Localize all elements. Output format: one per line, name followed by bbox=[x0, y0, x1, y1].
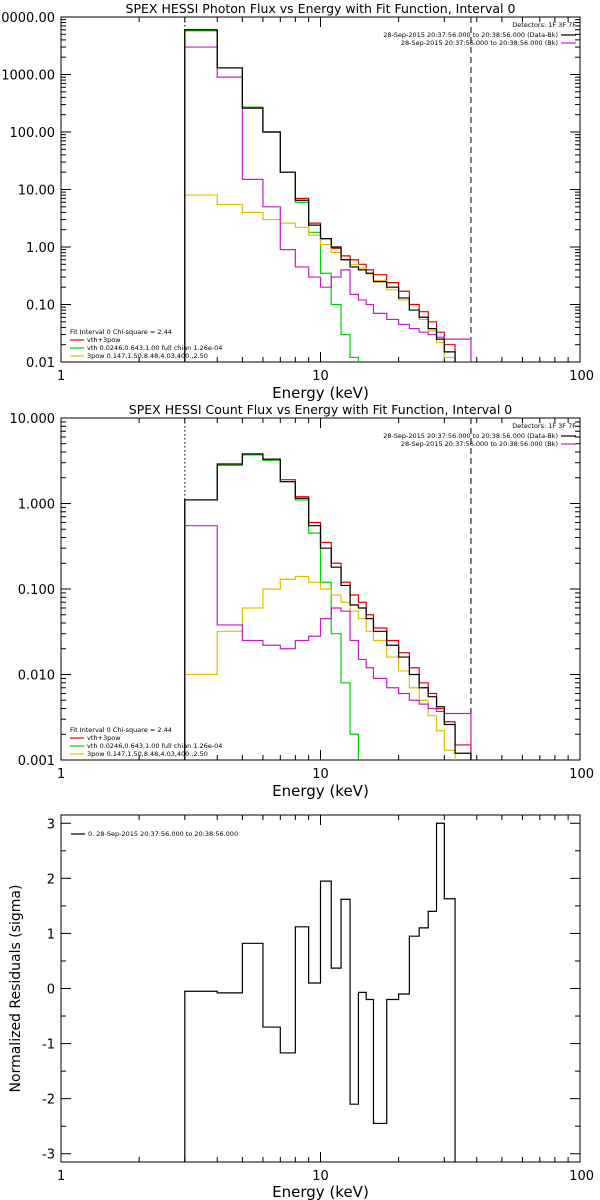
y-tick-label: 0 bbox=[47, 983, 55, 998]
legend-bottom: Fit Interval 0 Chi-square = 2.44vth+3pow… bbox=[70, 328, 222, 360]
x-tick-label: 10 bbox=[312, 767, 329, 782]
y-tick-label: 2 bbox=[47, 872, 55, 887]
legend-entry: 3pow 0.147,1.50,8.48,4.03,400.,2.50 bbox=[87, 352, 208, 360]
series-line-2 bbox=[184, 454, 360, 760]
legend-entry: vth 0.0246,0.643,1.00 full chian 1.26e-0… bbox=[87, 344, 222, 352]
x-tick-label: 10 bbox=[312, 1169, 329, 1184]
x-tick-label: 100 bbox=[569, 1169, 594, 1184]
data-layer bbox=[184, 418, 472, 760]
legend-header: Detectors: 1F 3F 7F bbox=[512, 422, 576, 430]
series-line-4 bbox=[184, 525, 472, 760]
y-tick-label: 0.01 bbox=[26, 356, 55, 371]
y-tick-label: 1000.00 bbox=[1, 69, 55, 84]
legend-entry: 3pow 0.147,1.50,8.48,4.03,400.,2.50 bbox=[87, 750, 208, 758]
series-line-1 bbox=[184, 453, 472, 760]
legend-entry: 28-Sep-2015 20:37:56.000 to 20:38:56.000… bbox=[401, 39, 558, 47]
legend-top: Detectors: 1F 3F 7F 28-Sep-2015 20:37:56.… bbox=[383, 21, 576, 47]
legend-header: Fit Interval 0 Chi-square = 2.44 bbox=[70, 726, 172, 734]
y-tick-label: 10.000 bbox=[10, 412, 56, 427]
y-tick-label: -1 bbox=[42, 1038, 55, 1053]
series-line-1 bbox=[184, 822, 456, 1162]
data-layer bbox=[184, 17, 472, 362]
legend-top: Detectors: 1F 3F 7F 28-Sep-2015 20:37:56.… bbox=[383, 422, 576, 448]
y-tick-label: 1 bbox=[47, 927, 55, 942]
legend-entry: 28-Sep-2015 20:37:56.000 to 20:38:56.000… bbox=[383, 31, 558, 39]
legend-entry: vth+3pow bbox=[87, 336, 121, 344]
y-tick-label: 0.010 bbox=[18, 669, 55, 684]
y-tick-label: 1.00 bbox=[26, 241, 55, 256]
legend-bottom: Fit Interval 0 Chi-square = 2.44vth+3pow… bbox=[70, 726, 222, 758]
x-tick-label: 1 bbox=[57, 767, 65, 782]
chart-panel-2: 1 10 100 10.000 1.000 0.100 0.010 0.001 SPEX HES… bbox=[10, 402, 595, 800]
series-line-3 bbox=[184, 194, 456, 362]
series-line-5 bbox=[184, 29, 456, 362]
series-line-5 bbox=[184, 453, 472, 760]
y-tick-label: 0.10 bbox=[26, 299, 55, 314]
chart-title: SPEX HESSI Count Flux vs Energy with Fit… bbox=[129, 402, 512, 417]
y-tick-label: 10.00 bbox=[18, 184, 55, 199]
legend-header: Detectors: 1F 3F 7F bbox=[512, 21, 576, 29]
plot-frame bbox=[60, 16, 581, 363]
legend-entry: 28-Sep-2015 20:37:56.000 to 20:38:56.000… bbox=[383, 432, 558, 440]
x-tick-label: 100 bbox=[569, 369, 594, 384]
legend: 0. 28-Sep-2015 20:37:56.000 to 20:38:56.… bbox=[71, 830, 238, 838]
legend-entry: vth+3pow bbox=[87, 734, 121, 742]
x-axis-label: Energy (keV) bbox=[272, 782, 369, 800]
x-tick-label: 10 bbox=[312, 369, 329, 384]
chart-title: SPEX HESSI Photon Flux vs Energy with Fi… bbox=[126, 1, 516, 16]
x-tick-label: 1 bbox=[57, 1169, 65, 1184]
series-line-3 bbox=[184, 575, 456, 760]
y-tick-label: -2 bbox=[42, 1093, 55, 1108]
series-line-4 bbox=[184, 46, 472, 362]
y-tick-label: -3 bbox=[42, 1148, 55, 1163]
data-layer bbox=[184, 822, 456, 1162]
legend-entry: 0. 28-Sep-2015 20:37:56.000 to 20:38:56.… bbox=[88, 830, 238, 838]
plot-frame bbox=[60, 814, 581, 1163]
series-line-1 bbox=[184, 30, 472, 362]
legend-entry: vth 0.0246,0.643,1.00 full chian 1.26e-0… bbox=[87, 742, 222, 750]
y-tick-label: 0.100 bbox=[18, 583, 55, 598]
y-tick-label: 0.001 bbox=[18, 754, 55, 769]
x-tick-label: 1 bbox=[57, 369, 65, 384]
y-tick-label: 3 bbox=[47, 817, 55, 832]
y-tick-label: 100.00 bbox=[10, 126, 56, 141]
x-axis-label: Energy (keV) bbox=[272, 384, 369, 402]
series-line-2 bbox=[184, 30, 360, 362]
legend-entry: 28-Sep-2015 20:37:56.000 to 20:38:56.000… bbox=[401, 440, 558, 448]
y-tick-label: 1.000 bbox=[18, 498, 55, 513]
y-axis-label: Normalized Residuals (sigma) bbox=[8, 885, 24, 1093]
x-tick-label: 100 bbox=[569, 767, 594, 782]
legend-header: Fit Interval 0 Chi-square = 2.44 bbox=[70, 328, 172, 336]
x-axis-label: Energy (keV) bbox=[272, 1183, 369, 1200]
